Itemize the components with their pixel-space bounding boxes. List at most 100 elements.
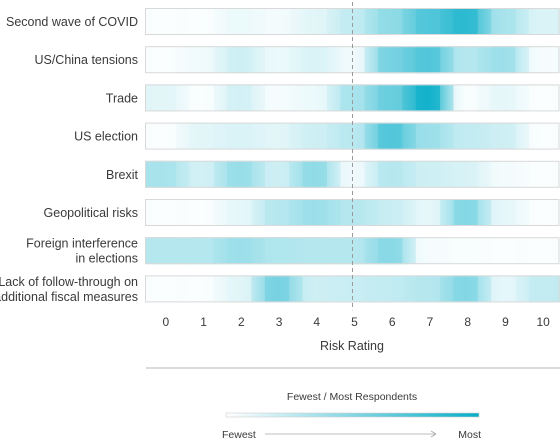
- heatmap-cell: [378, 160, 403, 188]
- heatmap-row: US/China tensions: [34, 46, 560, 74]
- row-label: Geopolitical risks: [44, 206, 138, 220]
- heatmap-cell: [227, 8, 252, 35]
- heatmap-row: US election: [74, 122, 560, 150]
- heatmap-cell: [529, 122, 554, 150]
- x-tick-label: 9: [502, 315, 509, 329]
- heatmap-cell: [151, 160, 176, 188]
- heatmap-row: Second wave of COVID: [6, 8, 560, 35]
- heatmap-cell: [415, 8, 441, 35]
- x-tick-label: 6: [389, 315, 396, 329]
- heatmap-cell: [264, 8, 290, 35]
- row-label: Trade: [106, 91, 138, 105]
- heatmap-cell: [415, 237, 441, 265]
- heatmap-cell: [378, 46, 403, 74]
- heatmap-row: Lack of follow-through on additional fisc…: [0, 275, 560, 304]
- heatmap-cell: [264, 160, 290, 188]
- heatmap-cell: [453, 160, 478, 188]
- heatmap-cell: [415, 160, 441, 188]
- heatmap-cell: [302, 46, 327, 74]
- heatmap-cell: [529, 199, 554, 226]
- heatmap-cell: [415, 199, 441, 226]
- row-label: Lack of follow-through on additional fisc…: [0, 275, 138, 304]
- x-tick-label: 10: [536, 315, 550, 329]
- x-axis-ticks: 0 1 2 3 4 5 6 7 8 9 10: [163, 315, 551, 329]
- heatmap-cell: [264, 46, 290, 74]
- heatmap-cell: [264, 237, 290, 265]
- heatmap-cell: [378, 84, 403, 112]
- heatmap-cell: [529, 275, 554, 303]
- heatmap-cell: [491, 84, 516, 112]
- legend-color-bar: [225, 412, 480, 418]
- heatmap-cell: [453, 122, 478, 150]
- heatmap-cell: [302, 84, 327, 112]
- x-axis-title: Risk Rating: [320, 339, 384, 353]
- heatmap-cell: [453, 46, 478, 74]
- heatmap-cell: [227, 199, 252, 226]
- heatmap-cell: [378, 122, 403, 150]
- row-label: US/China tensions: [34, 53, 138, 67]
- heatmap-cell: [227, 122, 252, 150]
- heatmap-cell: [151, 46, 176, 74]
- heatmap-cell: [302, 122, 327, 150]
- heatmap-cell: [227, 160, 252, 188]
- heatmap-cell: [491, 199, 516, 226]
- heatmap-row: Foreign interference in elections: [26, 237, 560, 266]
- heatmap-cell: [302, 8, 327, 35]
- heatmap-row-border: [145, 8, 560, 35]
- heatmap-cell: [491, 8, 516, 35]
- heatmap-cell: [264, 199, 290, 226]
- heatmap-cell: [529, 46, 554, 74]
- heatmap-cell: [378, 199, 403, 226]
- x-tick-label: 2: [238, 315, 245, 329]
- heatmap-row: Geopolitical risks: [44, 199, 560, 226]
- heatmap-cell: [415, 122, 441, 150]
- row-label: Second wave of COVID: [6, 15, 138, 29]
- heatmap-cell: [302, 160, 327, 188]
- heatmap-cell: [151, 8, 176, 35]
- x-tick-label: 8: [464, 315, 471, 329]
- heatmap-cell: [453, 8, 478, 35]
- heatmap-cell: [453, 237, 478, 265]
- row-label: Brexit: [106, 168, 138, 182]
- row-label: US election: [74, 130, 138, 144]
- heatmap-cell: [491, 160, 516, 188]
- heatmap-cell: [227, 275, 252, 303]
- heatmap-cell: [453, 199, 478, 226]
- row-label: Foreign interference in elections: [26, 237, 138, 266]
- x-tick-label: 5: [351, 315, 358, 329]
- heatmap-cell: [302, 275, 327, 303]
- heatmap-cell: [453, 275, 478, 303]
- heatmap-cell: [491, 237, 516, 265]
- x-tick-label: 4: [313, 315, 320, 329]
- heatmap-cell: [415, 275, 441, 303]
- heatmap-row: Brexit: [106, 160, 560, 188]
- heatmap-cell: [378, 8, 403, 35]
- heatmap-cell: [151, 84, 176, 112]
- heatmap-cell: [302, 199, 327, 226]
- heatmap-cell: [264, 84, 290, 112]
- heatmap-cell: [415, 84, 441, 112]
- heatmap-cell: [227, 84, 252, 112]
- heatmap-cell: [189, 84, 214, 112]
- heatmap-cell: [189, 199, 214, 226]
- heatmap-rows: Second wave of COVID US/China tensions Tra…: [0, 8, 560, 304]
- heatmap-cell: [151, 199, 176, 226]
- legend-high-label: Most: [458, 429, 481, 441]
- heatmap-cell: [151, 275, 176, 303]
- heatmap-cell: [378, 237, 403, 265]
- heatmap-cell: [302, 237, 327, 265]
- heatmap-cell: [227, 237, 252, 265]
- legend: Fewest / Most Respondents Fewest Most: [222, 391, 481, 441]
- heatmap-cell: [189, 46, 214, 74]
- legend-arrow-head: [430, 430, 437, 438]
- heatmap-cell: [529, 8, 554, 35]
- heatmap-cell: [491, 46, 516, 74]
- heatmap-cell: [189, 237, 214, 265]
- heatmap-cell: [264, 122, 290, 150]
- heatmap-row: Trade: [106, 84, 560, 112]
- heatmap-cell: [151, 122, 176, 150]
- heatmap-cell: [189, 8, 214, 35]
- heatmap-cell: [453, 84, 478, 112]
- heatmap-cell: [264, 275, 290, 303]
